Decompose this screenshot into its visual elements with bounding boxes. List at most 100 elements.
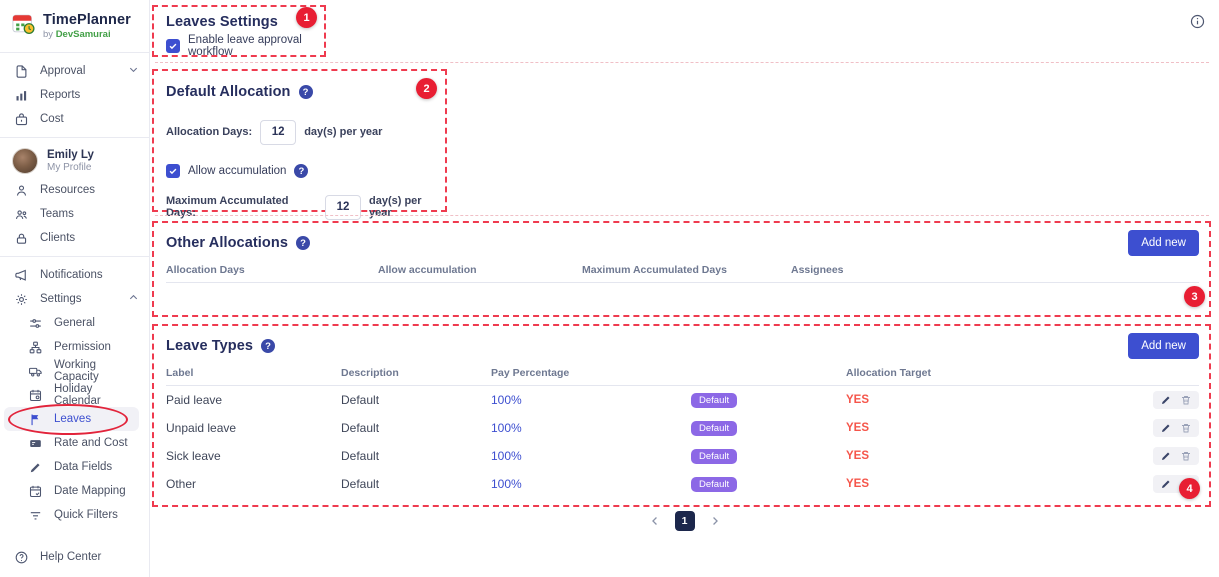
section-default-allocation: Default Allocation ? Allocation Days: da… [152, 69, 447, 220]
leave-type-description: Default [341, 449, 380, 463]
add-new-allocation-button[interactable]: Add new [1128, 230, 1199, 256]
info-icon[interactable] [1189, 13, 1206, 30]
delete-icon[interactable] [1180, 450, 1192, 462]
chevron-down-icon [128, 64, 139, 78]
sidebar-item-general[interactable]: General [0, 311, 149, 335]
calendar-check-icon [29, 485, 42, 497]
pay-percentage-link[interactable]: 100% [491, 477, 522, 491]
section-leaves-settings: Leaves Settings Enable leave approval wo… [152, 5, 326, 58]
default-badge: Default [691, 448, 738, 465]
pay-percentage-link[interactable]: 100% [491, 393, 522, 407]
sidebar-item-clients[interactable]: Clients [0, 226, 149, 250]
sidebar-item-rate-and-cost[interactable]: Rate and Cost [0, 431, 149, 455]
pagination: 1 [150, 511, 1219, 531]
allocation-days-label: Allocation Days: [166, 126, 253, 138]
enable-approval-checkbox[interactable] [166, 39, 180, 53]
help-icon[interactable]: ? [294, 164, 309, 178]
annotation-badge-4: 4 [1179, 478, 1200, 499]
edit-icon[interactable] [1160, 394, 1172, 406]
app-byline: by DevSamurai [43, 29, 111, 40]
annotation-badge-1: 1 [296, 7, 317, 28]
sidebar-item-label: Help Center [40, 551, 102, 563]
allocation-target-value: YES [846, 450, 870, 462]
sidebar-item-label: General [54, 317, 95, 329]
pay-percentage-link[interactable]: 100% [491, 449, 522, 463]
default-badge: Default [691, 420, 738, 437]
sidebar-item-label: Approval [40, 65, 86, 77]
delete-icon[interactable] [1180, 422, 1192, 434]
sidebar-item-cost[interactable]: Cost [0, 107, 149, 131]
leave-type-description: Default [341, 477, 380, 491]
pen-icon [30, 462, 40, 472]
table-row: Sick leave Default 100% Default YES [166, 442, 1199, 470]
sidebar-item-resources[interactable]: Resources [0, 178, 149, 202]
column-header: Pay Percentage [491, 366, 570, 379]
sidebar-item-reports[interactable]: Reports [0, 83, 149, 107]
section-divider [155, 215, 1209, 216]
sidebar-item-label: Cost [40, 113, 64, 125]
edit-icon[interactable] [1160, 478, 1172, 490]
column-header: Allow accumulation [378, 263, 477, 276]
sidebar-item-data-fields[interactable]: Data Fields [0, 455, 149, 479]
column-header: Assignees [791, 263, 844, 276]
divider [0, 137, 149, 138]
row-actions [1153, 419, 1199, 437]
leave-type-description: Default [341, 393, 380, 407]
allocation-target-value: YES [846, 478, 870, 490]
briefcase-icon [15, 112, 28, 125]
sidebar-item-leaves[interactable]: Leaves [4, 404, 139, 435]
default-badge: Default [691, 392, 738, 409]
sidebar-item-date-mapping[interactable]: Date Mapping [0, 479, 149, 503]
sidebar-item-label: Leaves [54, 413, 92, 425]
sidebar-item-quick-filters[interactable]: Quick Filters [0, 503, 149, 527]
sidebar-item-holiday-calendar[interactable]: Holiday Calendar [0, 383, 149, 407]
edit-icon[interactable] [1160, 450, 1172, 462]
sidebar-item-label: Rate and Cost [54, 437, 128, 449]
sidebar-item-label: Resources [40, 184, 95, 196]
people-icon [15, 209, 27, 219]
sidebar-item-label: Reports [40, 89, 81, 101]
table-row: Other Default 100% Default YES [166, 470, 1199, 498]
app-name: TimePlanner [43, 12, 131, 28]
table-row: Paid leave Default 100% Default YES [166, 386, 1199, 414]
pay-percentage-link[interactable]: 100% [491, 421, 522, 435]
sidebar-item-teams[interactable]: Teams [0, 202, 149, 226]
document-icon [16, 64, 27, 78]
page-next-icon[interactable] [708, 514, 722, 528]
allocation-target-value: YES [846, 422, 870, 434]
add-new-leave-type-button[interactable]: Add new [1128, 333, 1199, 359]
calendar-clock-logo-icon [12, 14, 35, 35]
app-logo[interactable]: TimePlanner by DevSamurai [0, 0, 149, 46]
sidebar-item-permission[interactable]: Permission [0, 335, 149, 359]
sidebar-item-label: Date Mapping [54, 485, 126, 497]
delete-icon[interactable] [1180, 394, 1192, 406]
help-icon[interactable]: ? [261, 339, 276, 353]
section-leave-types: Leave Types ? Add new Label Description … [152, 324, 1211, 507]
profile-card[interactable]: Emily Ly My Profile [0, 144, 149, 178]
max-accumulated-suffix: day(s) per year [369, 195, 422, 219]
divider [0, 52, 149, 53]
page-prev-icon[interactable] [648, 514, 662, 528]
column-header: Allocation Days [166, 263, 245, 276]
sidebar-item-label: Quick Filters [54, 509, 118, 521]
sidebar-item-notifications[interactable]: Notifications [0, 263, 149, 287]
allow-accumulation-checkbox[interactable] [166, 164, 180, 178]
main-content: Leaves Settings Enable leave approval wo… [150, 0, 1219, 577]
help-icon[interactable]: ? [296, 236, 311, 250]
edit-icon[interactable] [1160, 422, 1172, 434]
help-icon[interactable]: ? [298, 85, 313, 99]
sidebar-item-approval[interactable]: Approval [0, 59, 149, 83]
column-header: Description [341, 366, 399, 379]
sidebar-item-settings[interactable]: Settings [0, 287, 149, 311]
org-chart-icon [29, 341, 42, 353]
column-header: Label [166, 366, 194, 379]
page-number-button[interactable]: 1 [674, 511, 695, 531]
filter-icon [30, 511, 41, 520]
sidebar-item-help-center[interactable]: Help Center [0, 545, 149, 569]
allocation-days-input[interactable] [260, 119, 297, 145]
divider [0, 256, 149, 257]
profile-name: Emily Ly [47, 148, 94, 161]
leave-type-description: Default [341, 421, 380, 435]
sidebar-item-working-capacity[interactable]: Working Capacity [0, 359, 149, 383]
annotation-badge-2: 2 [416, 78, 437, 99]
